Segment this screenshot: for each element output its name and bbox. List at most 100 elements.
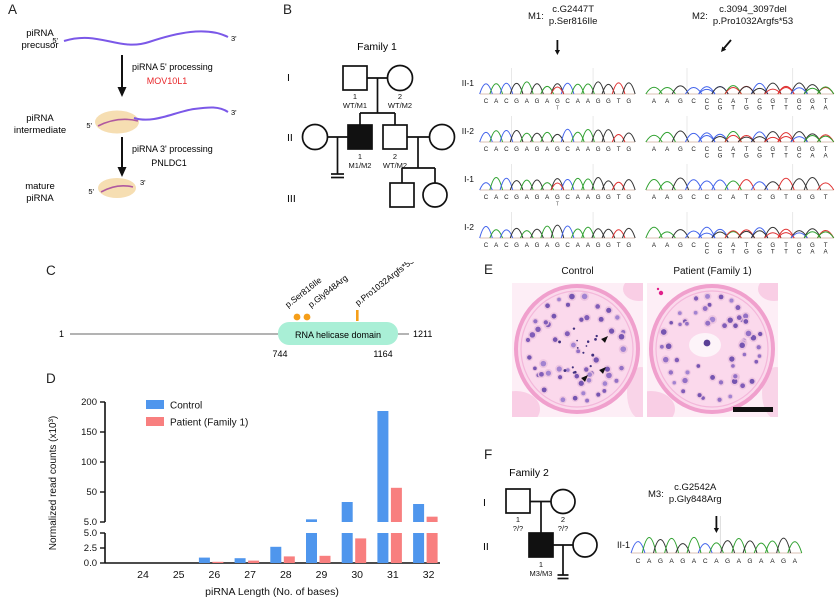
svg-text:G: G xyxy=(781,558,786,565)
svg-text:G: G xyxy=(514,242,519,249)
svg-text:G: G xyxy=(596,146,601,153)
svg-text:T: T xyxy=(731,105,735,112)
pnldc1-label: PNLDC1 xyxy=(151,158,187,168)
svg-text:A: A xyxy=(494,146,499,153)
svg-text:A: A xyxy=(652,146,657,153)
svg-text:A: A xyxy=(759,558,764,565)
svg-text:100: 100 xyxy=(81,457,97,468)
svg-text:I: I xyxy=(483,497,486,509)
family1-I-1-symbol xyxy=(342,65,368,91)
svg-text:A: A xyxy=(824,249,829,255)
svg-text:C: C xyxy=(565,98,570,105)
svg-text:precusor: precusor xyxy=(22,40,59,51)
svg-text:G: G xyxy=(606,146,611,153)
svg-text:T: T xyxy=(824,242,828,249)
svg-text:G: G xyxy=(678,146,683,153)
svg-text:A: A xyxy=(586,242,591,249)
family1-II-1-spouse-symbol xyxy=(301,123,329,151)
svg-text:1: 1 xyxy=(539,560,543,569)
svg-text:C: C xyxy=(757,146,762,153)
svg-text:5.0: 5.0 xyxy=(84,517,97,528)
svg-text:intermediate: intermediate xyxy=(14,125,66,136)
svg-text:piRNA: piRNA xyxy=(26,193,54,204)
panel-e-label: E xyxy=(484,262,494,277)
panel-b-label: B xyxy=(283,2,293,17)
svg-text:G: G xyxy=(514,146,519,153)
mature-body xyxy=(98,178,136,198)
svg-text:A: A xyxy=(810,249,815,255)
svg-text:C: C xyxy=(504,242,509,249)
panel-f-label: F xyxy=(484,447,493,462)
svg-text:G: G xyxy=(757,105,762,112)
svg-text:G: G xyxy=(606,242,611,249)
svg-text:piRNA 3' processing: piRNA 3' processing xyxy=(132,144,213,154)
histology-control-title: Control xyxy=(561,266,594,277)
m1-protein: p.Ser816Ile xyxy=(548,16,598,28)
family1-I-2-symbol xyxy=(386,64,414,92)
svg-text:1: 1 xyxy=(358,152,362,161)
svg-text:T: T xyxy=(731,153,735,160)
svg-text:C: C xyxy=(484,242,489,249)
svg-text:C: C xyxy=(705,98,710,105)
svg-text:25: 25 xyxy=(173,569,185,581)
svg-text:C: C xyxy=(757,98,762,105)
svg-text:G: G xyxy=(678,98,683,105)
family1-title: Family 1 xyxy=(357,41,397,53)
svg-text:G: G xyxy=(744,105,749,112)
svg-text:C: C xyxy=(691,194,696,201)
svg-text:G: G xyxy=(810,98,815,105)
svg-text:C: C xyxy=(797,153,802,160)
svg-text:A: A xyxy=(652,194,657,201)
svg-text:G: G xyxy=(514,98,519,105)
mutation-bar-pro1032 xyxy=(356,310,359,321)
svg-text:A: A xyxy=(731,242,736,249)
svg-text:G: G xyxy=(555,146,560,153)
svg-text:1: 1 xyxy=(59,329,64,339)
svg-text:I-2: I-2 xyxy=(464,222,474,232)
svg-text:G: G xyxy=(596,194,601,201)
svg-text:C: C xyxy=(705,194,710,201)
svg-text:A: A xyxy=(652,98,657,105)
svg-text:A: A xyxy=(576,146,581,153)
svg-text:A: A xyxy=(545,98,550,105)
svg-text:29: 29 xyxy=(316,569,328,581)
svg-text:2: 2 xyxy=(398,92,402,101)
family1-II-2-spouse-symbol xyxy=(428,123,456,151)
svg-text:A: A xyxy=(731,146,736,153)
histology-control-image xyxy=(512,283,643,417)
svg-text:A: A xyxy=(824,105,829,112)
pirna-length-bar-chart: 5.0 50 100 150 200 0.0 2.5 5.0 Normalized read c… xyxy=(48,397,440,598)
svg-text:A: A xyxy=(810,105,815,112)
family1-III-1-symbol xyxy=(389,182,415,208)
svg-text:2: 2 xyxy=(561,515,565,524)
svg-text:C: C xyxy=(565,242,570,249)
m2-protein: p.Pro1032Argfs*53 xyxy=(712,16,794,28)
svg-text:C: C xyxy=(757,194,762,201)
svg-text:M1/M2: M1/M2 xyxy=(349,161,372,170)
svg-text:T: T xyxy=(784,242,788,249)
svg-text:A: A xyxy=(793,558,798,565)
svg-text:G: G xyxy=(678,194,683,201)
family1-pedigree: Family 1 I II III xyxy=(287,41,456,208)
svg-text:5': 5' xyxy=(88,187,94,196)
svg-text:G: G xyxy=(678,242,683,249)
family2-I-2-symbol xyxy=(550,488,576,515)
svg-text:744: 744 xyxy=(272,349,287,359)
svg-text:G: G xyxy=(770,146,775,153)
svg-text:A: A xyxy=(586,194,591,201)
svg-text:III: III xyxy=(287,193,296,205)
svg-text:1: 1 xyxy=(353,92,357,101)
svg-text:200: 200 xyxy=(81,397,97,408)
svg-text:G: G xyxy=(535,146,540,153)
svg-text:G: G xyxy=(535,194,540,201)
svg-text:G: G xyxy=(535,98,540,105)
svg-text:C: C xyxy=(703,558,708,565)
mutation-dot-ser816 xyxy=(293,313,301,321)
svg-text:1: 1 xyxy=(516,515,520,524)
svg-text:A: A xyxy=(824,153,829,160)
svg-text:2.5: 2.5 xyxy=(84,543,97,554)
m1-id: M1: xyxy=(528,10,544,22)
family2-I-1-symbol xyxy=(505,488,531,514)
svg-text:C: C xyxy=(484,98,489,105)
